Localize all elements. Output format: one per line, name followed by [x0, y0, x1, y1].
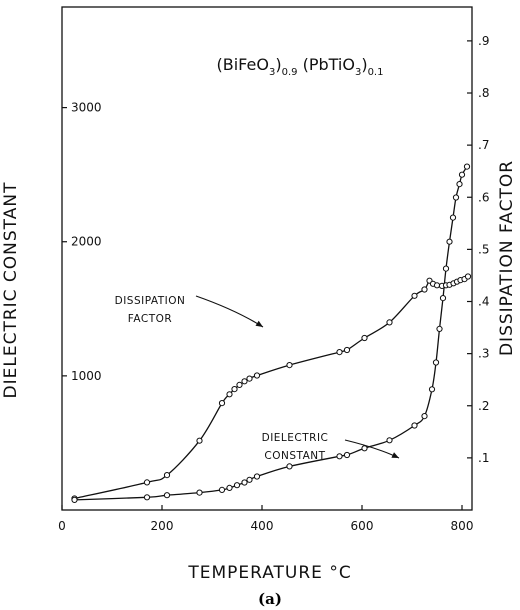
series-points: [71, 163, 472, 503]
title-part: 3: [355, 67, 361, 78]
dissipation-factor-arrow: [195, 295, 264, 328]
dissipation-factor-point: [163, 472, 171, 479]
x-tick-label: 800: [451, 519, 474, 533]
x-tick-label: 200: [151, 519, 174, 533]
dielectric-constant-point: [246, 476, 253, 483]
dissipation-factor-point: [253, 372, 261, 379]
annotation-line: FACTOR: [128, 313, 172, 325]
annotation-line: CONSTANT: [264, 450, 325, 462]
dissipation-factor-point: [343, 346, 351, 354]
left-axis-ticks: 1000 2000 3000: [62, 101, 102, 383]
left-tick-label: 2000: [71, 235, 102, 249]
dissipation-factor-point: [411, 292, 418, 299]
dissipation-factor-point: [231, 386, 238, 393]
dissipation-factor-point: [386, 319, 393, 326]
title-part: 3: [269, 67, 275, 78]
annotations: DISSIPATION FACTOR DIELECTRIC CONSTANT: [115, 295, 400, 462]
title-part: 0.1: [368, 67, 384, 78]
dissipation-factor-line: [74, 275, 469, 500]
title-part: (PbTiO: [297, 55, 354, 74]
dielectric-constant-point: [463, 163, 471, 170]
dielectric-constant-point: [163, 492, 171, 499]
dielectric-constant-point: [361, 445, 368, 452]
x-tick-label: 400: [251, 519, 274, 533]
annotation-line: DISSIPATION: [115, 295, 186, 307]
right-tick-label: .2: [478, 399, 489, 413]
dissipation-factor-point: [433, 282, 441, 289]
dielectric-constant-point: [452, 194, 460, 201]
dielectric-constant-point: [386, 437, 393, 444]
annotation-line: DIELECTRIC: [262, 432, 329, 444]
dissipation-factor-annotation: DISSIPATION FACTOR: [115, 295, 186, 325]
title-part: 0.9: [282, 67, 298, 78]
dissipation-factor-point: [286, 362, 293, 369]
right-tick-label: .4: [478, 295, 489, 309]
dielectric-constant-point: [218, 486, 226, 493]
x-tick-label: 600: [351, 519, 374, 533]
right-tick-label: .9: [478, 34, 489, 48]
dielectric-constant-point: [421, 413, 428, 420]
dielectric-constant-point: [241, 479, 248, 486]
dielectric-constant-point: [343, 451, 351, 459]
dissipation-factor-point: [361, 334, 368, 342]
dielectric-constant-point: [233, 482, 241, 489]
right-tick-label: .5: [478, 242, 489, 256]
dielectric-constant-point: [439, 295, 447, 302]
dielectric-constant-point: [71, 496, 78, 503]
right-axis-title: DISSIPATION FACTOR: [497, 160, 517, 356]
dissipation-factor-point: [236, 381, 243, 388]
dielectric-constant-point: [449, 214, 457, 221]
dielectric-constant-point: [436, 325, 443, 332]
title-part: ): [361, 55, 367, 74]
dielectric-constant-point: [458, 171, 466, 178]
title-part: ): [275, 55, 281, 74]
dielectric-constant-point: [253, 473, 261, 480]
dissipation-factor-point: [421, 286, 428, 293]
dielectric-constant-point: [432, 359, 440, 366]
dissipation-factor-point: [241, 378, 248, 385]
dielectric-constant-point: [143, 494, 151, 501]
left-tick-label: 3000: [71, 101, 102, 115]
right-tick-label: .1: [478, 451, 489, 465]
left-tick-label: 1000: [71, 369, 102, 383]
dielectric-constant-point: [442, 265, 450, 272]
dielectric-constant-point: [196, 489, 203, 496]
dissipation-factor-point: [246, 375, 253, 382]
chart-title: (BiFeO3)0.9 (PbTiO3)0.1: [217, 55, 384, 78]
dissipation-factor-arrowhead: [255, 320, 263, 327]
dielectric-constant-arrowhead: [391, 452, 399, 458]
dissipation-factor-point: [464, 273, 472, 280]
dissipation-factor-point: [336, 349, 343, 356]
x-axis-ticks: 0 200 400 600 800: [58, 505, 473, 533]
x-tick-label: 0: [58, 519, 66, 533]
right-tick-label: .8: [478, 86, 489, 100]
figure-caption: (a): [258, 590, 282, 608]
dielectric-constant-point: [286, 463, 293, 470]
right-tick-label: .3: [478, 347, 489, 361]
right-axis-ticks: .1 .2 .3 .4 .5 .6 .7 .8 .9: [467, 34, 489, 465]
dielectric-constant-point: [411, 422, 418, 429]
dissipation-factor-point: [218, 400, 226, 407]
plot-frame: [61, 6, 473, 511]
dielectric-constant-point: [456, 181, 463, 188]
dielectric-constant-point: [446, 238, 453, 245]
title-part: (BiFeO: [217, 55, 269, 74]
dielectric-constant-annotation: DIELECTRIC CONSTANT: [262, 432, 329, 462]
left-axis-title: DIELECTRIC CONSTANT: [1, 182, 21, 399]
dissipation-factor-point: [226, 391, 233, 398]
dielectric-constant-point: [428, 386, 436, 393]
dielectric-constant-point: [226, 484, 233, 491]
dielectric-constant-line: [74, 166, 468, 501]
right-tick-label: .7: [478, 138, 489, 152]
dielectric-constant-point: [336, 453, 343, 460]
x-axis-title: TEMPERATURE °C: [187, 563, 351, 583]
dissipation-factor-point: [196, 437, 203, 444]
dissipation-factor-point: [143, 479, 151, 486]
right-tick-label: .6: [478, 190, 489, 204]
